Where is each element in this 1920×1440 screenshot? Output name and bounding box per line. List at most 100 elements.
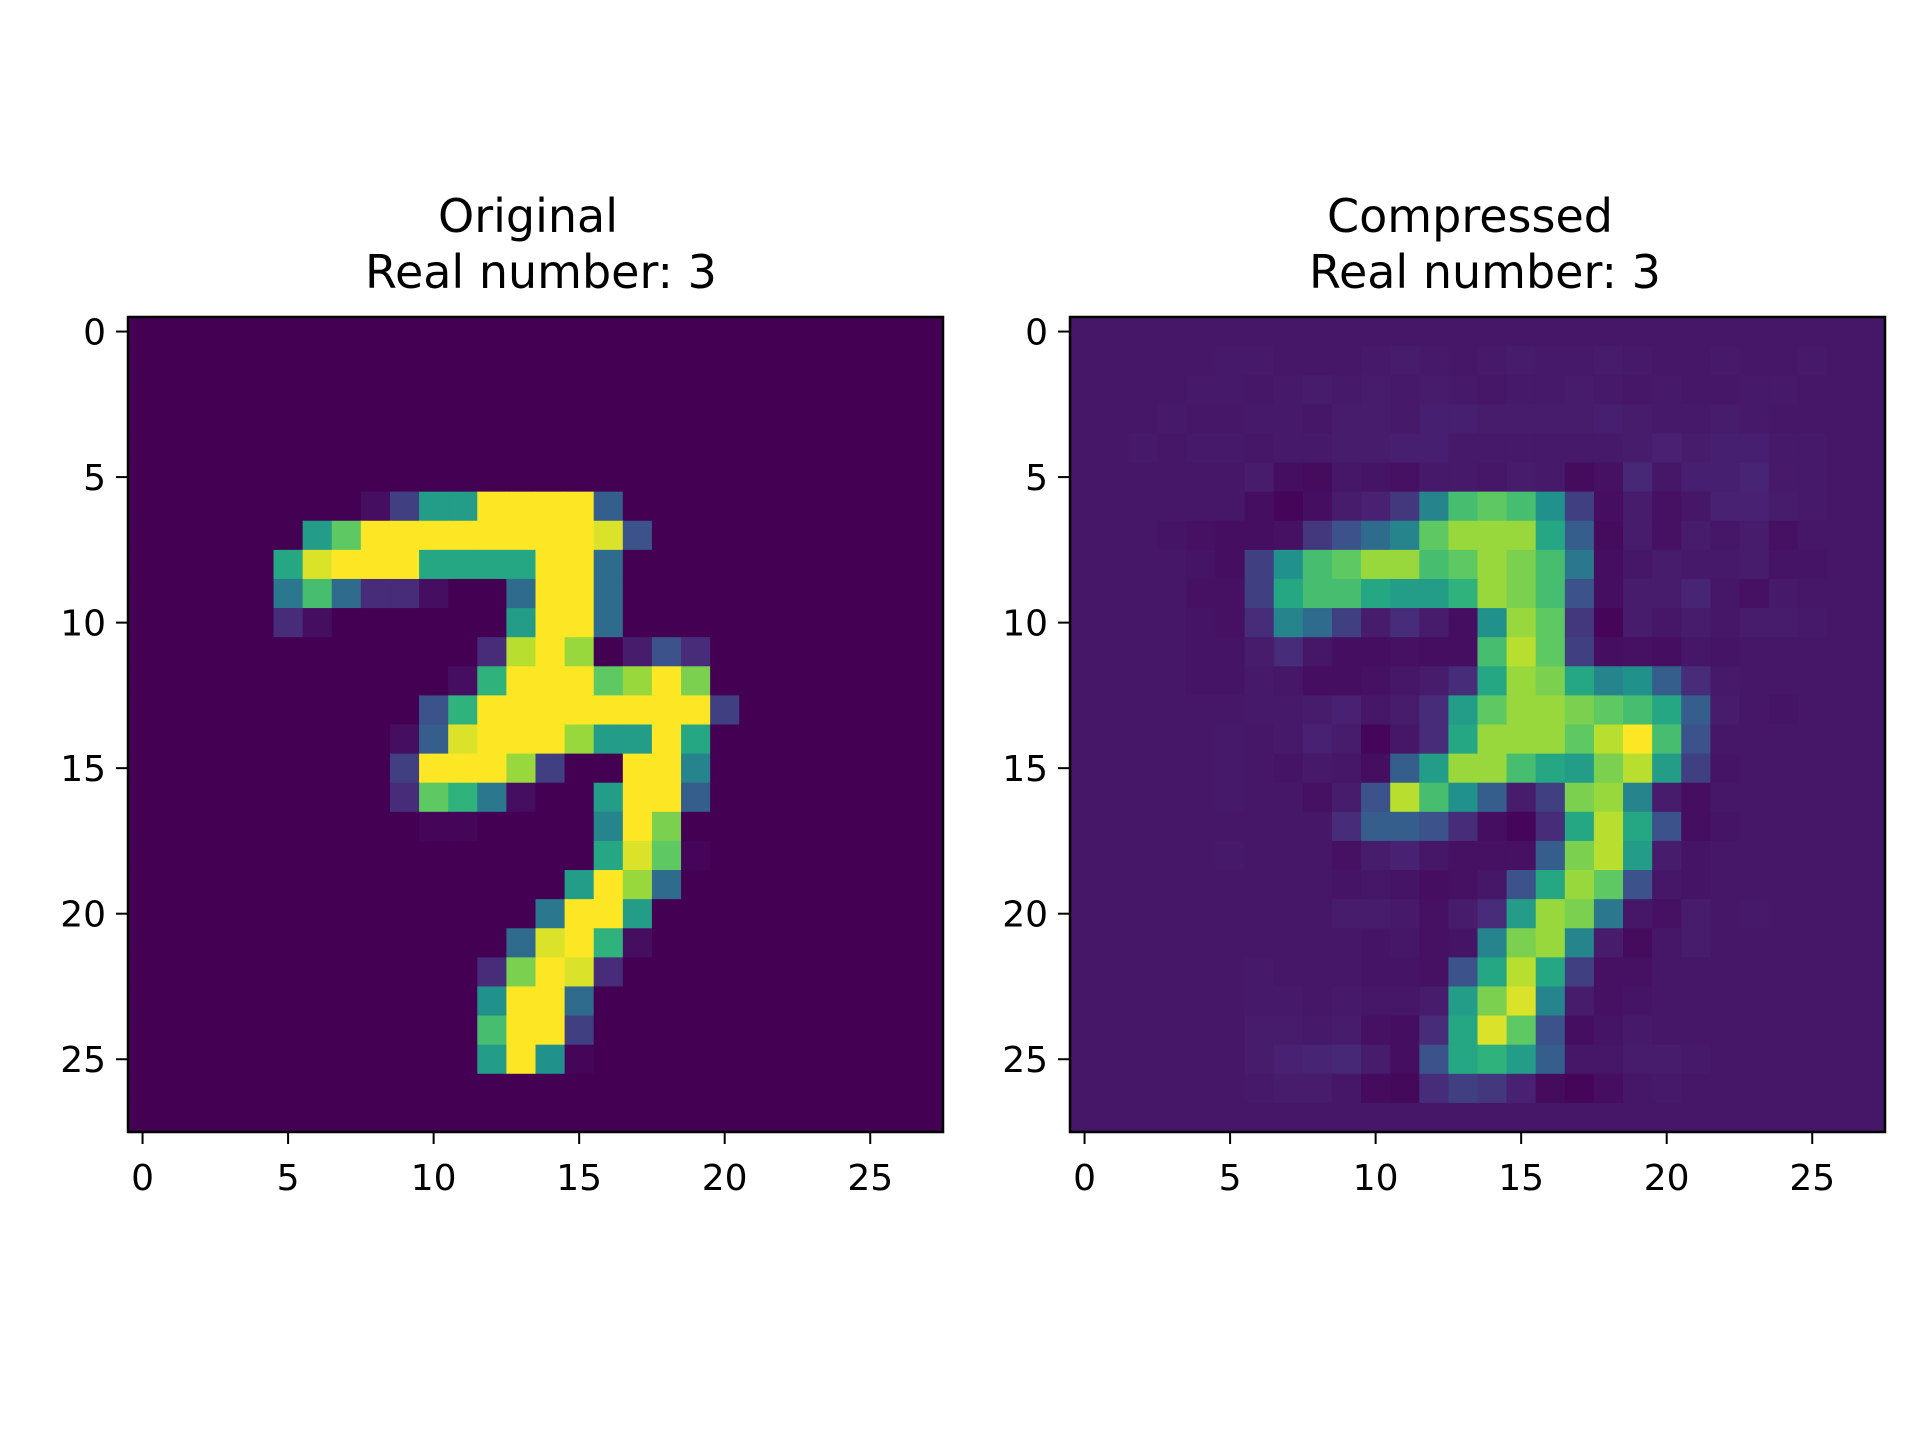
heatmap-cell <box>564 695 595 726</box>
heatmap-cell <box>1506 346 1537 376</box>
heatmap-cell <box>1186 317 1217 347</box>
heatmap-cell <box>448 753 478 784</box>
heatmap-cell <box>1244 811 1275 842</box>
heatmap-cell <box>1506 317 1537 347</box>
heatmap-cell <box>1273 840 1304 871</box>
heatmap-cell <box>1419 520 1449 551</box>
heatmap-cell <box>419 840 449 871</box>
heatmap-cell <box>1739 433 1770 464</box>
heatmap-cell <box>651 695 682 726</box>
heatmap-cell <box>244 724 275 755</box>
heatmap-cell <box>244 462 275 493</box>
heatmap-cell <box>1506 404 1537 435</box>
y-tick-label: 20 <box>1002 895 1048 936</box>
heatmap-cell <box>593 928 624 958</box>
heatmap-cell <box>826 491 857 522</box>
heatmap-cell <box>1244 549 1275 580</box>
heatmap-cell <box>1419 404 1449 435</box>
heatmap-cell <box>710 666 740 696</box>
heatmap-cell <box>1710 637 1741 667</box>
heatmap-cell <box>768 957 799 988</box>
heatmap-cell <box>186 462 216 493</box>
heatmap-cell <box>1710 404 1741 435</box>
heatmap-cell <box>389 578 420 609</box>
heatmap-cell <box>535 433 566 464</box>
heatmap-cell <box>1157 375 1188 405</box>
heatmap-cell <box>1797 433 1828 464</box>
heatmap-cell <box>1099 986 1129 1017</box>
heatmap-cell <box>1506 811 1537 842</box>
heatmap-cell <box>826 840 857 871</box>
heatmap-cell <box>302 491 333 522</box>
heatmap-cell <box>1157 1015 1188 1046</box>
heatmap-cell <box>302 928 333 958</box>
heatmap-cell <box>797 811 828 842</box>
heatmap-cell <box>651 840 682 871</box>
heatmap-cell <box>1361 753 1391 784</box>
y-tick-label: 0 <box>1025 313 1048 354</box>
heatmap-cell <box>448 404 478 435</box>
heatmap-cell <box>1099 928 1129 958</box>
heatmap-cell <box>651 520 682 551</box>
heatmap-cell <box>1593 578 1624 609</box>
heatmap-cell <box>215 317 246 347</box>
heatmap-cell <box>419 491 449 522</box>
heatmap-cell <box>1331 317 1362 347</box>
heatmap-cell <box>1797 811 1828 842</box>
heatmap-cell <box>1681 317 1711 347</box>
heatmap-cell <box>1826 317 1857 347</box>
heatmap-cell <box>506 840 537 871</box>
heatmap-cell <box>797 608 828 638</box>
heatmap-cell <box>681 986 711 1017</box>
heatmap-cell <box>884 695 915 726</box>
heatmap-cell <box>681 666 711 696</box>
heatmap-cell <box>651 462 682 493</box>
heatmap-cell <box>1710 578 1741 609</box>
heatmap-cell <box>1710 549 1741 580</box>
heatmap-cell <box>128 899 158 929</box>
heatmap-cell <box>1681 986 1711 1017</box>
heatmap-cell <box>1302 840 1333 871</box>
heatmap-cell <box>1593 1015 1624 1046</box>
heatmap-cell <box>157 637 187 667</box>
heatmap-cell <box>1535 811 1566 842</box>
heatmap-cell <box>302 404 333 435</box>
heatmap-cell <box>1739 404 1770 435</box>
heatmap-cell <box>1623 317 1653 347</box>
heatmap-cell <box>1390 840 1420 871</box>
heatmap-cell <box>710 1102 740 1133</box>
heatmap-cell <box>1448 840 1479 871</box>
heatmap-cell <box>157 782 187 813</box>
heatmap-cell <box>1390 928 1420 958</box>
heatmap-cell <box>913 724 944 755</box>
heatmap-cell <box>331 1044 362 1075</box>
heatmap-cell <box>710 317 740 347</box>
heatmap-cell <box>535 317 566 347</box>
heatmap-cell <box>1826 608 1857 638</box>
heatmap-cell <box>797 375 828 405</box>
heatmap-cell <box>622 1073 653 1104</box>
x-tick-label: 25 <box>1789 1158 1835 1199</box>
heatmap-cell <box>128 433 158 464</box>
heatmap-cell <box>302 695 333 726</box>
heatmap-cell <box>1448 1102 1479 1133</box>
heatmap-cell <box>1186 986 1217 1017</box>
heatmap-cell <box>1797 375 1828 405</box>
heatmap-cell <box>419 637 449 667</box>
heatmap-cell <box>128 811 158 842</box>
heatmap-cell <box>419 549 449 580</box>
heatmap-cell <box>797 957 828 988</box>
heatmap-cell <box>389 724 420 755</box>
heatmap-cell <box>1361 870 1391 900</box>
heatmap-cell <box>215 724 246 755</box>
heatmap-cell <box>1535 957 1566 988</box>
heatmap-cell <box>884 928 915 958</box>
heatmap-cell <box>244 346 275 376</box>
heatmap-cell <box>1157 404 1188 435</box>
heatmap-cell <box>797 782 828 813</box>
heatmap-cell <box>360 724 391 755</box>
heatmap-cell <box>710 840 740 871</box>
heatmap-cell <box>1157 608 1188 638</box>
heatmap-cell <box>1302 433 1333 464</box>
heatmap-cell <box>1448 811 1479 842</box>
